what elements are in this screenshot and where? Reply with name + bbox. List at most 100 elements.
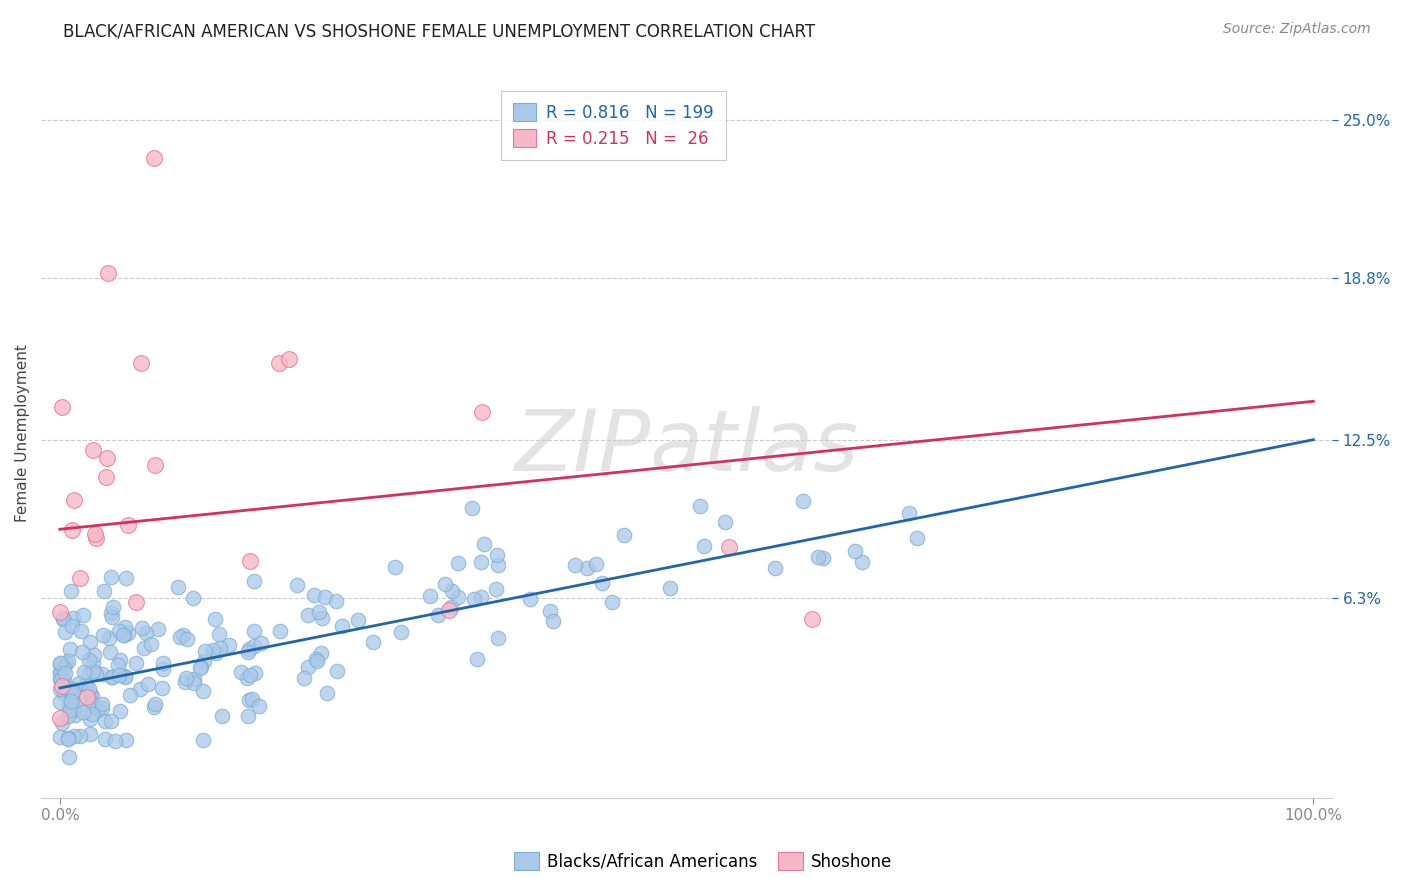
Point [83,648,105,662]
Point [62,685,84,699]
Point [143,458,166,472]
Point [305,654,328,668]
Point [135,626,157,640]
Point [49,605,72,619]
Point [79,713,101,727]
Point [53,665,76,680]
Point [63,681,86,696]
Point [419,589,441,603]
Point [242,692,264,706]
Point [269,624,291,638]
Point [75,697,97,711]
Point [110,652,132,666]
Point [91,666,114,681]
Point [238,642,260,657]
Point [138,677,160,691]
Point [486,631,509,645]
Point [613,528,636,542]
Point [49,711,72,725]
Point [242,639,264,653]
Point [94,714,117,728]
Point [118,688,141,702]
Point [201,643,224,657]
Point [238,692,260,706]
Point [486,548,509,562]
Point [49,681,72,696]
Point [211,709,233,723]
Point [181,591,204,605]
Point [58,681,80,695]
Point [905,531,928,545]
Point [447,557,470,571]
Point [51,401,73,415]
Point [104,734,127,748]
Point [114,620,136,634]
Point [51,673,73,687]
Point [82,664,104,678]
Point [69,729,91,743]
Point [101,599,124,614]
Point [209,641,232,656]
Point [79,653,101,667]
Point [285,578,308,592]
Point [117,518,139,533]
Point [82,696,104,710]
Point [146,622,169,636]
Point [193,684,215,698]
Point [463,591,485,606]
Point [576,561,599,575]
Point [73,665,96,679]
Point [58,749,80,764]
Point [811,550,834,565]
Point [541,614,564,628]
Point [236,671,259,685]
Point [440,600,463,615]
Point [718,540,741,554]
Point [115,733,138,747]
Point [49,695,72,709]
Point [143,699,166,714]
Point [55,657,77,671]
Point [325,594,347,608]
Point [176,632,198,647]
Y-axis label: Female Unemployment: Female Unemployment [15,344,30,522]
Point [311,611,333,625]
Point [243,574,266,588]
Point [297,607,319,622]
Point [108,668,131,682]
Point [52,612,75,626]
Point [49,730,72,744]
Point [91,697,114,711]
Point [243,666,266,681]
Point [384,560,406,574]
Point [564,558,586,572]
Point [190,660,212,674]
Point [82,443,104,458]
Point [49,657,72,671]
Point [174,671,197,685]
Point [79,686,101,700]
Point [314,590,336,604]
Point [98,645,121,659]
Legend: Blacks/African Americans, Shoshone: Blacks/African Americans, Shoshone [506,844,900,880]
Point [96,266,118,280]
Point [141,637,163,651]
Point [302,588,325,602]
Point [538,604,561,618]
Point [208,627,231,641]
Point [75,678,97,692]
Point [292,671,315,685]
Point [69,571,91,585]
Point [58,732,80,747]
Point [465,652,488,666]
Point [204,612,226,626]
Point [205,646,228,660]
Point [152,656,174,670]
Point [124,595,146,609]
Point [308,606,330,620]
Point [58,697,80,711]
Point [114,669,136,683]
Point [898,506,921,520]
Point [591,576,613,591]
Point [49,665,72,680]
